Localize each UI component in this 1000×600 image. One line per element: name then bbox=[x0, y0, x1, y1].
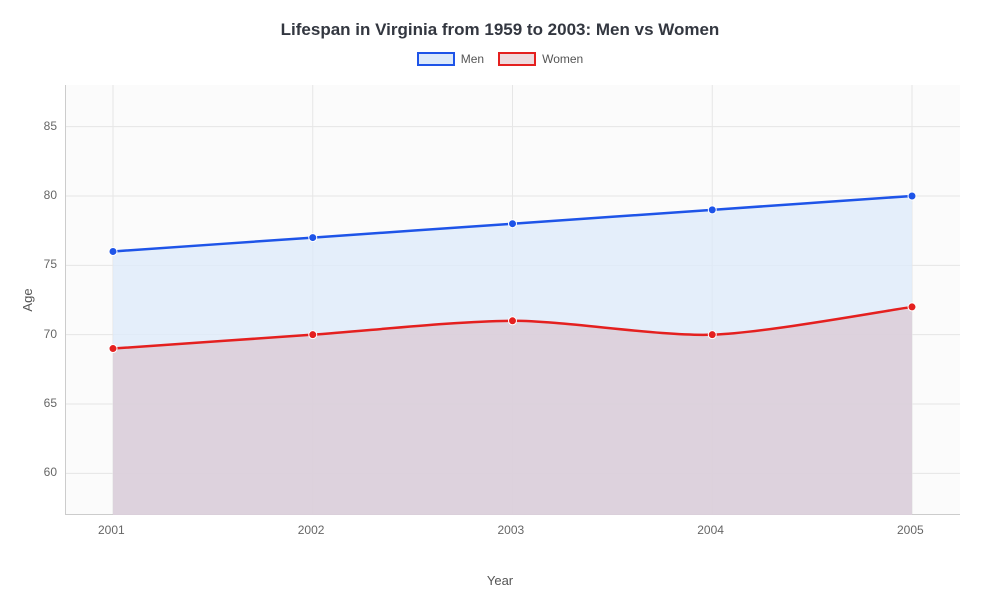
x-axis-label: Year bbox=[0, 573, 1000, 588]
y-tick-label: 75 bbox=[44, 257, 57, 271]
x-tick-label: 2001 bbox=[98, 523, 125, 537]
legend-swatch-women bbox=[498, 52, 536, 66]
legend-item-men[interactable]: Men bbox=[417, 52, 484, 66]
y-tick-label: 70 bbox=[44, 327, 57, 341]
legend-label-men: Men bbox=[461, 52, 484, 66]
y-tick-label: 65 bbox=[44, 396, 57, 410]
legend-swatch-men bbox=[417, 52, 455, 66]
legend: Men Women bbox=[0, 52, 1000, 66]
plot-area bbox=[65, 85, 960, 515]
legend-label-women: Women bbox=[542, 52, 583, 66]
x-tick-label: 2003 bbox=[498, 523, 525, 537]
y-axis-label: Age bbox=[20, 288, 35, 311]
x-tick-label: 2005 bbox=[897, 523, 924, 537]
y-tick-label: 80 bbox=[44, 188, 57, 202]
chart-container: Lifespan in Virginia from 1959 to 2003: … bbox=[0, 0, 1000, 600]
chart-svg bbox=[65, 85, 960, 515]
x-tick-label: 2004 bbox=[697, 523, 724, 537]
chart-title: Lifespan in Virginia from 1959 to 2003: … bbox=[0, 20, 1000, 40]
x-tick-label: 2002 bbox=[298, 523, 325, 537]
y-tick-label: 60 bbox=[44, 465, 57, 479]
legend-item-women[interactable]: Women bbox=[498, 52, 583, 66]
y-tick-label: 85 bbox=[44, 119, 57, 133]
